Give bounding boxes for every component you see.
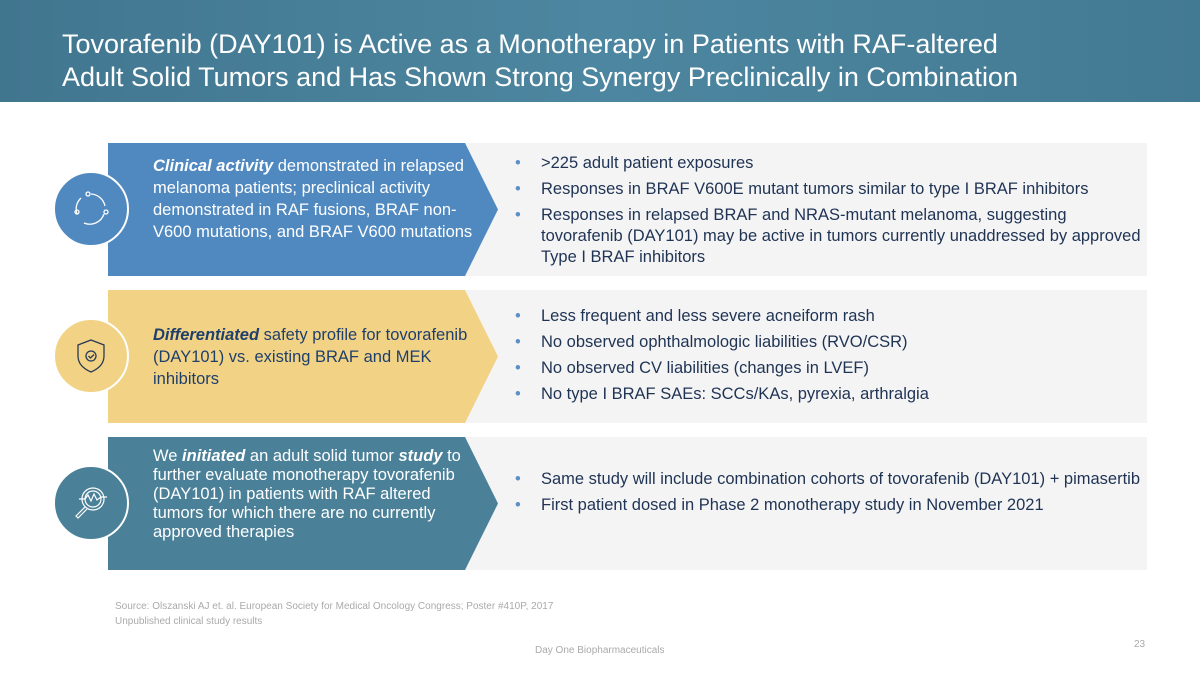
description-text: demonstrated in relapsed melanoma patien… [153,157,473,241]
emphasis: Clinical activity [153,157,274,175]
row-description: Differentiated safety profile for tovora… [153,324,473,390]
footnote: Unpublished clinical study results [115,616,263,627]
cycle-icon [53,171,129,247]
magnifier-chart-icon [53,465,129,541]
bullet-list: Same study will include combination coho… [515,469,1145,521]
row-clinical-activity: Clinical activity demonstrated in relaps… [0,143,1200,276]
slide-title: Tovorafenib (DAY101) is Active as a Mono… [62,28,1018,94]
text: to further evaluate monotherapy tovorafe… [153,447,461,541]
bullet-item: >225 adult patient exposures [515,153,1145,174]
arrow-panel [108,290,498,423]
bullet-item: Responses in BRAF V600E mutant tumors si… [515,179,1145,200]
emphasis: initiated [182,447,246,465]
bullet-item: Responses in relapsed BRAF and NRAS-muta… [515,205,1145,268]
text: an adult solid tumor [245,447,399,465]
bullet-item: No observed CV liabilities (changes in L… [515,358,1145,379]
emphasis: Differentiated [153,326,260,344]
bullet-item: Same study will include combination coho… [515,469,1145,490]
bullet-item: First patient dosed in Phase 2 monothera… [515,495,1145,516]
arrow-panel [108,143,498,276]
description-text: safety profile for tovorafenib (DAY101) … [153,326,468,388]
row-description: We initiated an adult solid tumor study … [153,447,473,542]
row-safety: Differentiated safety profile for tovora… [0,290,1200,423]
bullet-item: No observed ophthalmologic liabilities (… [515,332,1145,353]
page-number: 23 [1134,639,1146,650]
emphasis: study [398,447,443,465]
company-name: Day One Biopharmaceuticals [535,645,665,656]
bullet-item: Less frequent and less severe acneiform … [515,306,1145,327]
title-line-2: Adult Solid Tumors and Has Shown Strong … [62,62,1018,92]
shield-check-icon [53,318,129,394]
row-study: We initiated an adult solid tumor study … [0,437,1200,570]
title-line-1: Tovorafenib (DAY101) is Active as a Mono… [62,29,998,59]
bullet-list: >225 adult patient exposures Responses i… [515,153,1145,273]
text: We [153,447,183,465]
source-note: Source: Olszanski AJ et. al. European So… [115,601,554,612]
bullet-list: Less frequent and less severe acneiform … [515,306,1145,410]
arrow-panel [108,437,498,570]
row-description: Clinical activity demonstrated in relaps… [153,155,473,243]
bullet-item: No type I BRAF SAEs: SCCs/KAs, pyrexia, … [515,384,1145,405]
title-banner: Tovorafenib (DAY101) is Active as a Mono… [0,0,1200,102]
